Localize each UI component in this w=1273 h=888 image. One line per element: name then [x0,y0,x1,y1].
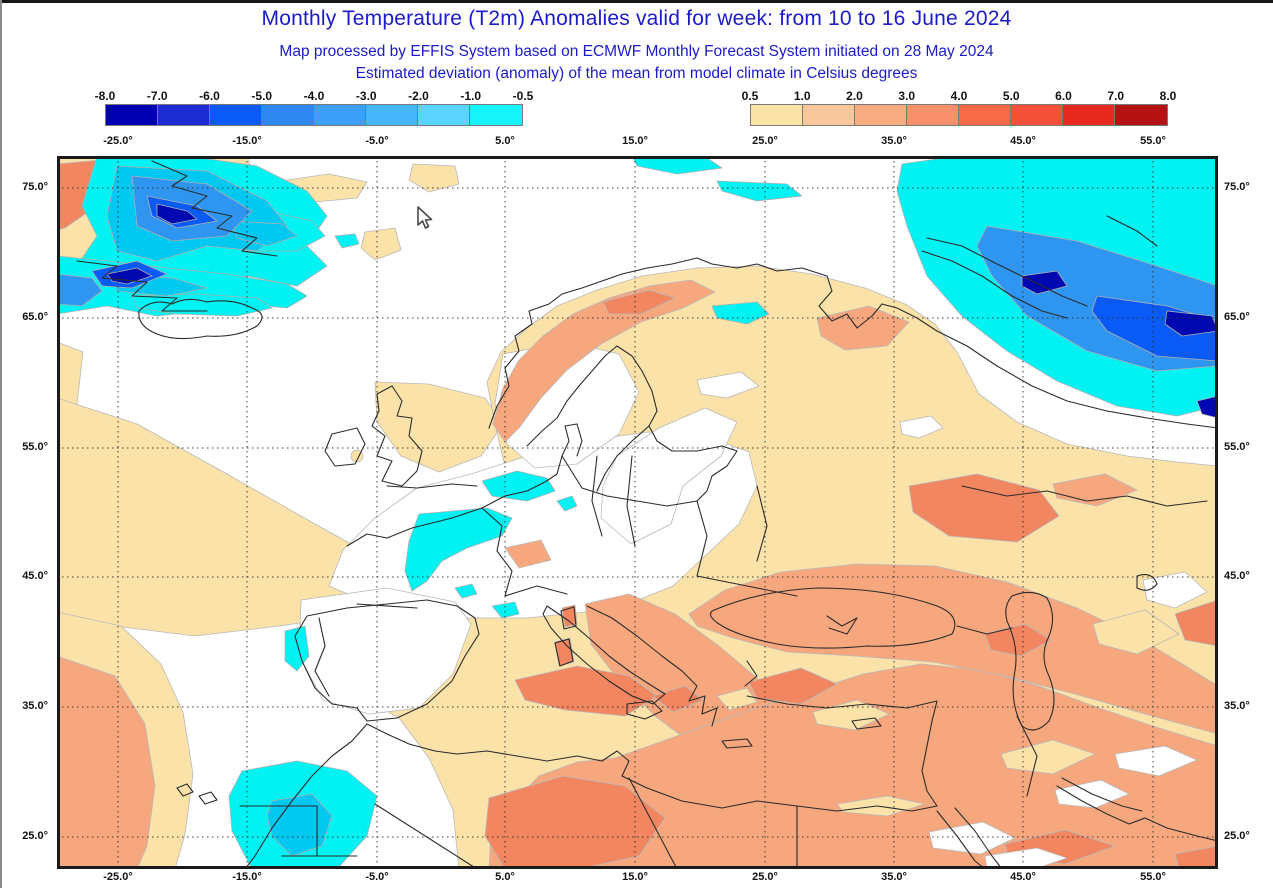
lat-label: 35.0° [22,700,48,712]
legend-negative-tick: -5.0 [251,89,273,103]
lon-label: 35.0° [881,135,907,147]
positive-anomaly-regions [46,155,1219,870]
window-left-edge [0,0,2,888]
legend-negative-cell [158,105,210,125]
lon-label: 55.0° [1140,135,1166,147]
lat-label: 45.0° [1224,570,1250,582]
lon-label: -25.0° [103,871,133,883]
longitude-labels-top: -25.0° -15.0° -5.0° 5.0° 15.0° 25.0° 35.0° 45.0… [0,135,1273,151]
legend-negative-cell [418,105,470,125]
legend-negative-tick: -1.0 [460,89,482,103]
legend-positive-cell [1063,105,1115,125]
lat-label: 25.0° [1224,830,1250,842]
lat-label: 75.0° [22,181,48,193]
lat-label: 45.0° [22,570,48,582]
legend-negative-tick: -0.5 [512,89,534,103]
legend-positive-tick: 2.0 [846,89,863,103]
mouse-cursor-icon [417,206,433,229]
legend-positive-cell [907,105,959,125]
lat-label: 65.0° [22,311,48,323]
legend-negative-tick: -8.0 [94,89,116,103]
legend-negative-cell [366,105,418,125]
legend-positive-tick: 8.0 [1159,89,1177,103]
legend-positive-tick: 3.0 [898,89,916,103]
latitude-labels-right: 75.0° 65.0° 55.0° 45.0° 35.0° 25.0° [1224,0,1272,888]
legend-negative-tick: -3.0 [355,89,377,103]
lon-label: -5.0° [365,135,389,147]
page-title: Monthly Temperature (T2m) Anomalies vali… [261,7,1012,30]
legend-positive-colorbar [750,104,1168,126]
window-top-edge [0,0,1273,3]
legend-positive-cell [803,105,855,125]
legend-negative-colorbar [105,104,523,126]
legend-negative-cell [210,105,262,125]
legend-positive-tick: 6.0 [1055,89,1072,103]
legend-negative-cell [262,105,314,125]
anomaly-map[interactable] [46,155,1219,870]
lat-label: 65.0° [1224,311,1250,323]
lon-label: 15.0° [622,135,648,147]
lon-label: -25.0° [103,135,133,147]
graticule [57,156,1218,869]
legend-negative-tick: -6.0 [199,89,220,103]
lat-label: 75.0° [1224,181,1250,193]
lon-label: 35.0° [881,871,907,883]
legend-negative-tick: -4.0 [303,89,325,103]
lat-label: 35.0° [1224,700,1250,712]
map-frame [57,156,1218,869]
longitude-labels-bottom: -25.0° -15.0° -5.0° 5.0° 15.0° 25.0° 35.0° 45.0… [0,871,1273,887]
anomaly-map-canvas[interactable] [46,155,1219,870]
legend-positive-cell [855,105,907,125]
lon-label: 25.0° [752,871,778,883]
legend-positive-tick: 4.0 [950,89,968,103]
legend-positive-cell [1011,105,1063,125]
legend-negative-tick: -2.0 [408,89,429,103]
legend-negative-cell [470,105,522,125]
page-subtitle-description: Estimated deviation (anomaly) of the mea… [355,65,918,82]
legend-positive-tick: 7.0 [1107,89,1125,103]
lat-label: 55.0° [1224,441,1250,453]
lat-label: 25.0° [22,830,48,842]
coastlines [76,160,1219,870]
negative-anomaly-regions [56,155,1219,870]
legend-positive-ticks: 0.5 1.0 2.0 3.0 4.0 5.0 6.0 7.0 8.0 [742,89,1177,103]
legend-positive-cell [751,105,803,125]
lon-label: 5.0° [495,135,515,147]
latitude-labels-left: 75.0° 65.0° 55.0° 45.0° 35.0° 25.0° [0,0,52,888]
lon-label: 55.0° [1140,871,1166,883]
legend-negative-cell [314,105,366,125]
lon-label: 25.0° [752,135,778,147]
legend-negative-ticks: -8.0 -7.0 -6.0 -5.0 -4.0 -3.0 -2.0 -1.0 -0.5 [95,89,534,103]
legend-negative-cell [106,105,158,125]
legend-positive-cell [959,105,1011,125]
legend-positive-tick: 0.5 [741,89,759,103]
lon-label: -5.0° [365,871,389,883]
lon-label: 15.0° [622,871,648,883]
legend-negative-tick: -7.0 [146,89,168,103]
lon-label: -15.0° [232,871,262,883]
lon-label: 5.0° [495,871,515,883]
lat-label: 55.0° [22,441,48,453]
page-subtitle-source: Map processed by EFFIS System based on E… [279,43,994,60]
legend-positive-tick: 5.0 [1002,89,1020,103]
legend-positive-cell [1115,105,1167,125]
legend-positive-tick: 1.0 [793,89,811,103]
lon-label: 45.0° [1010,871,1036,883]
lon-label: 45.0° [1010,135,1036,147]
lon-label: -15.0° [232,135,262,147]
